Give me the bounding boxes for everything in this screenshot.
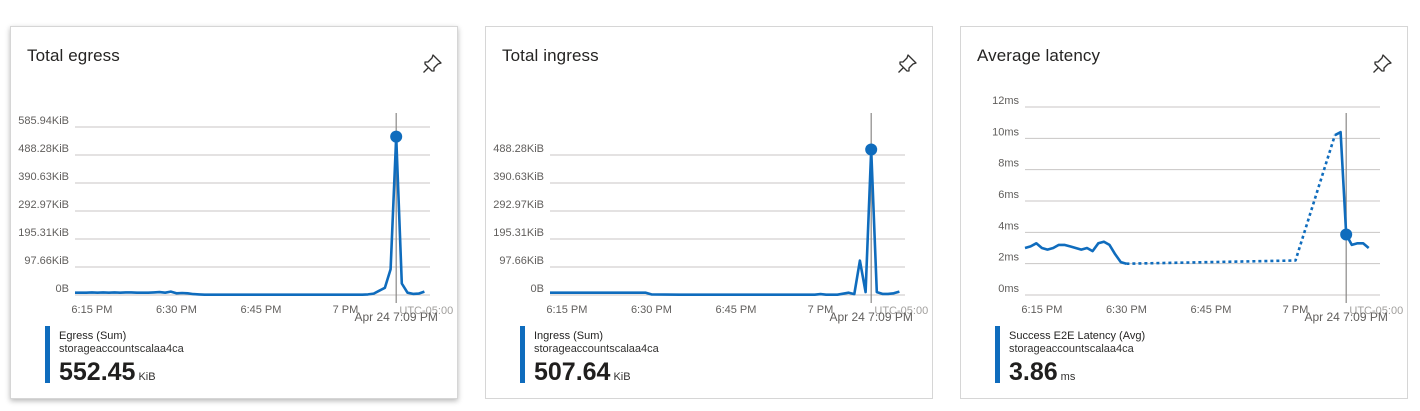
y-tick-label: 488.28KiB bbox=[18, 143, 69, 155]
timezone-label: UTC-05:00 bbox=[874, 305, 928, 317]
legend-value-unit: ms bbox=[1060, 371, 1076, 383]
latency-chart: 0ms 2ms 4ms 6ms 8ms 10ms 12ms 6:15 PM 6:30 PM 6:4… bbox=[992, 95, 1403, 324]
legend-metric-name: Success E2E Latency (Avg) bbox=[1009, 330, 1146, 342]
legend-value-number: 552.45 bbox=[59, 358, 136, 386]
tooltip-time-label: Apr 24 7:09 PM bbox=[354, 310, 437, 324]
pin-icon[interactable] bbox=[421, 53, 443, 75]
legend-metric-name: Ingress (Sum) bbox=[534, 330, 604, 342]
tile-title: Average latency bbox=[977, 46, 1101, 65]
legend-value-unit: KiB bbox=[138, 371, 156, 383]
legend-color-bar bbox=[45, 326, 50, 383]
egress-chart: 0B 97.66KiB 195.31KiB 292.97KiB 390.63KiB 488… bbox=[18, 113, 453, 324]
y-tick-label: 12ms bbox=[992, 95, 1019, 107]
legend-color-bar bbox=[995, 326, 1000, 383]
data-point-marker bbox=[390, 130, 403, 143]
pin-icon[interactable] bbox=[896, 53, 918, 75]
legend-resource-name: storageaccountscalaa4ca bbox=[1009, 343, 1134, 355]
data-point-marker bbox=[1340, 228, 1353, 241]
tooltip-time-label: Apr 24 7:09 PM bbox=[829, 310, 912, 324]
legend-metric-name: Egress (Sum) bbox=[59, 330, 127, 342]
legend-value: 3.86 ms bbox=[1009, 358, 1075, 387]
timezone-label: UTC-05:00 bbox=[1349, 305, 1403, 317]
tile-title: Total ingress bbox=[502, 46, 599, 65]
latency-tile[interactable]: 0ms 2ms 4ms 6ms 8ms 10ms 12ms 6:15 PM 6:30 PM 6:4… bbox=[960, 26, 1408, 399]
x-tick-label: 6:45 PM bbox=[240, 304, 281, 316]
legend-resource-name: storageaccountscalaa4ca bbox=[59, 343, 184, 355]
legend-color-bar bbox=[520, 326, 525, 383]
series-line bbox=[1126, 134, 1337, 265]
y-tick-label: 0ms bbox=[998, 283, 1019, 295]
y-tick-label: 2ms bbox=[998, 252, 1019, 264]
pin-icon[interactable] bbox=[1371, 53, 1393, 75]
x-tick-label: 6:45 PM bbox=[1190, 304, 1231, 316]
series-line bbox=[75, 135, 425, 297]
legend-value: 552.45 KiB bbox=[59, 358, 156, 387]
x-tick-label: 6:15 PM bbox=[546, 304, 587, 316]
legend-value: 507.64 KiB bbox=[534, 358, 631, 387]
y-tick-label: 195.31KiB bbox=[493, 227, 544, 239]
legend-value-number: 507.64 bbox=[534, 358, 611, 386]
y-tick-label: 195.31KiB bbox=[18, 227, 69, 239]
ingress-tile[interactable]: 0B 97.66KiB 195.31KiB 292.97KiB 390.63KiB 488… bbox=[485, 26, 933, 399]
y-tick-label: 4ms bbox=[998, 220, 1019, 232]
y-tick-label: 0B bbox=[56, 283, 69, 295]
ingress-chart: 0B 97.66KiB 195.31KiB 292.97KiB 390.63KiB 488… bbox=[493, 113, 928, 324]
x-tick-label: 6:30 PM bbox=[156, 304, 197, 316]
y-tick-label: 488.28KiB bbox=[493, 143, 544, 155]
legend-value-number: 3.86 bbox=[1009, 358, 1058, 386]
x-tick-label: 6:30 PM bbox=[1106, 304, 1147, 316]
y-tick-label: 97.66KiB bbox=[499, 255, 544, 267]
egress-tile[interactable]: 0B 97.66KiB 195.31KiB 292.97KiB 390.63KiB 488… bbox=[10, 26, 458, 399]
y-tick-label: 585.94KiB bbox=[18, 115, 69, 127]
tooltip-time-label: Apr 24 7:09 PM bbox=[1304, 310, 1387, 324]
data-point-marker bbox=[865, 143, 878, 156]
y-tick-label: 10ms bbox=[992, 126, 1019, 138]
legend-resource-name: storageaccountscalaa4ca bbox=[534, 343, 659, 355]
series-line bbox=[550, 148, 900, 297]
timezone-label: UTC-05:00 bbox=[399, 305, 453, 317]
tile-title: Total egress bbox=[27, 46, 120, 65]
y-tick-label: 97.66KiB bbox=[24, 255, 69, 267]
x-tick-label: 6:45 PM bbox=[715, 304, 756, 316]
x-tick-label: 7 PM bbox=[333, 304, 359, 316]
x-tick-label: 7 PM bbox=[808, 304, 834, 316]
y-tick-label: 8ms bbox=[998, 158, 1019, 170]
y-tick-label: 292.97KiB bbox=[18, 199, 69, 211]
series-line bbox=[1334, 130, 1370, 249]
y-tick-label: 0B bbox=[531, 283, 544, 295]
y-tick-label: 390.63KiB bbox=[493, 171, 544, 183]
x-tick-label: 7 PM bbox=[1283, 304, 1309, 316]
legend-value-unit: KiB bbox=[613, 371, 631, 383]
x-tick-label: 6:30 PM bbox=[631, 304, 672, 316]
series-line bbox=[1024, 240, 1127, 265]
x-tick-label: 6:15 PM bbox=[1021, 304, 1062, 316]
y-tick-label: 390.63KiB bbox=[18, 171, 69, 183]
y-tick-label: 6ms bbox=[998, 189, 1019, 201]
x-tick-label: 6:15 PM bbox=[71, 304, 112, 316]
y-tick-label: 292.97KiB bbox=[493, 199, 544, 211]
